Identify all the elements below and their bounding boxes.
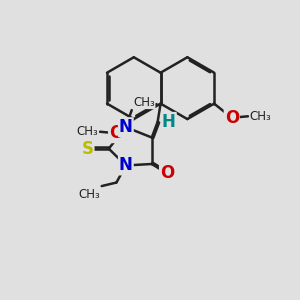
Text: S: S: [82, 140, 94, 158]
Text: CH₃: CH₃: [77, 125, 98, 138]
Text: CH₃: CH₃: [133, 96, 155, 109]
Text: CH₃: CH₃: [79, 188, 100, 201]
Text: O: O: [160, 164, 174, 182]
Text: O: O: [225, 109, 239, 127]
Text: N: N: [119, 118, 133, 136]
Text: N: N: [119, 157, 133, 175]
Text: H: H: [162, 113, 176, 131]
Text: CH₃: CH₃: [250, 110, 271, 123]
Text: O: O: [109, 124, 123, 142]
